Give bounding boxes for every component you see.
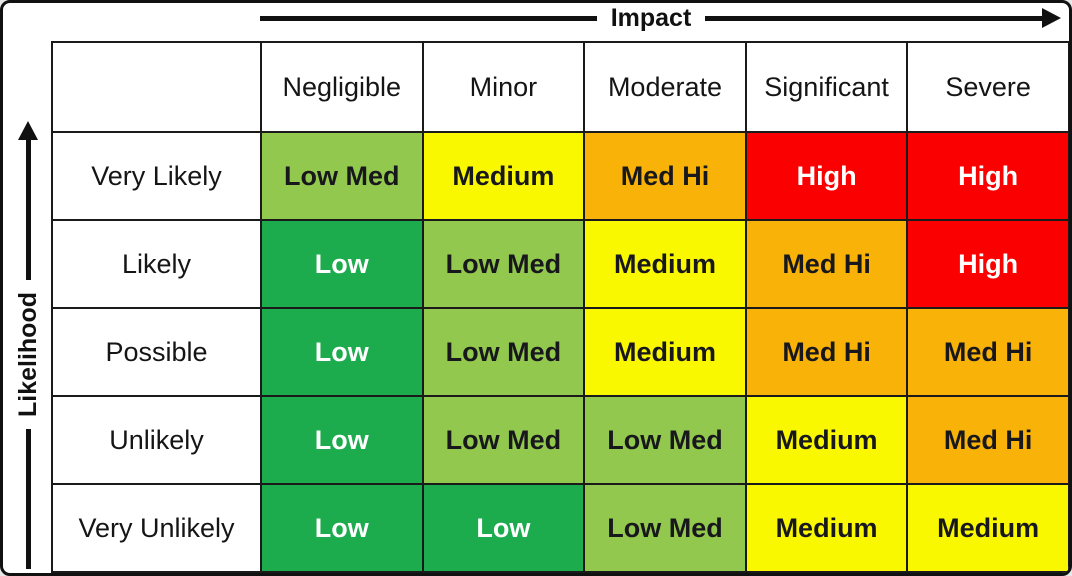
likelihood-axis-label: Likelihood <box>13 292 42 417</box>
risk-cell: Med Hi <box>906 307 1069 397</box>
risk-cell: Low <box>260 483 424 573</box>
risk-cell: Medium <box>583 307 747 397</box>
likelihood-axis-line-bottom <box>25 429 31 569</box>
row-header-possible: Possible <box>51 307 262 397</box>
row-header-likely: Likely <box>51 219 262 309</box>
risk-cell: Med Hi <box>906 395 1069 485</box>
risk-cell: Med Hi <box>744 219 909 309</box>
likelihood-axis-line-top <box>25 140 31 280</box>
risk-cell: Low Med <box>421 307 586 397</box>
risk-cell: Low <box>260 307 424 397</box>
risk-cell: Med Hi <box>583 131 747 221</box>
impact-axis-label: Impact <box>610 3 692 32</box>
col-header-severe: Severe <box>906 41 1069 133</box>
impact-axis-line-right <box>705 15 1042 21</box>
risk-cell: High <box>744 131 909 221</box>
risk-cell: High <box>906 219 1069 309</box>
col-header-minor: Minor <box>421 41 586 133</box>
row-header-unlikely: Unlikely <box>51 395 262 485</box>
risk-cell: Low <box>260 395 424 485</box>
risk-cell: Low Med <box>421 395 586 485</box>
risk-cell: Low <box>260 219 424 309</box>
col-header-significant: Significant <box>744 41 909 133</box>
risk-cell: Low Med <box>583 483 747 573</box>
risk-cell: Medium <box>421 131 586 221</box>
impact-axis-line-left <box>260 15 597 21</box>
risk-cell: Medium <box>906 483 1069 573</box>
risk-cell: Medium <box>744 395 909 485</box>
risk-cell: Low <box>421 483 586 573</box>
impact-axis: Impact <box>260 3 1061 32</box>
col-header-negligible: Negligible <box>260 41 424 133</box>
impact-arrow-right-icon <box>1042 8 1061 28</box>
risk-matrix-table: Negligible Minor Moderate Significant Se… <box>51 41 1069 573</box>
risk-cell: Medium <box>744 483 909 573</box>
risk-cell: Low Med <box>583 395 747 485</box>
col-header-moderate: Moderate <box>583 41 747 133</box>
row-header-very-likely: Very Likely <box>51 131 262 221</box>
risk-cell: Medium <box>583 219 747 309</box>
risk-cell: High <box>906 131 1069 221</box>
risk-cell: Med Hi <box>744 307 909 397</box>
likelihood-axis: Likelihood <box>10 121 46 569</box>
corner-spacer <box>51 41 262 133</box>
likelihood-arrow-up-icon <box>18 121 38 140</box>
row-header-very-unlikely: Very Unlikely <box>51 483 262 573</box>
risk-cell: Low Med <box>421 219 586 309</box>
risk-cell: Low Med <box>260 131 424 221</box>
